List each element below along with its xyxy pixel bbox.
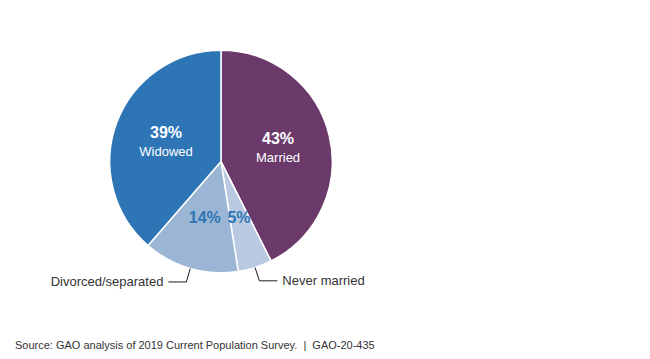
- svg-text:Divorced/separated: Divorced/separated: [51, 274, 164, 289]
- svg-text:43%: 43%: [262, 130, 294, 147]
- svg-text:Never married: Never married: [282, 273, 364, 288]
- svg-text:Widowed: Widowed: [139, 144, 192, 159]
- svg-text:Married: Married: [256, 150, 300, 165]
- svg-text:5%: 5%: [227, 209, 250, 226]
- svg-text:14%: 14%: [189, 209, 221, 226]
- svg-text:Source: GAO analysis of 2019 C: Source: GAO analysis of 2019 Current Pop…: [15, 339, 375, 351]
- svg-text:39%: 39%: [150, 124, 182, 141]
